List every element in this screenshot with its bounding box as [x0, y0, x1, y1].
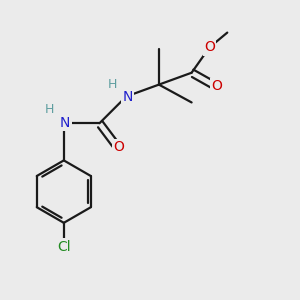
Text: O: O — [113, 140, 124, 154]
Text: H: H — [44, 103, 54, 116]
Text: N: N — [60, 116, 70, 130]
Text: O: O — [204, 40, 215, 55]
Text: H: H — [108, 78, 118, 91]
Text: Cl: Cl — [57, 240, 70, 254]
Text: O: O — [212, 79, 222, 93]
Text: N: N — [122, 89, 133, 103]
